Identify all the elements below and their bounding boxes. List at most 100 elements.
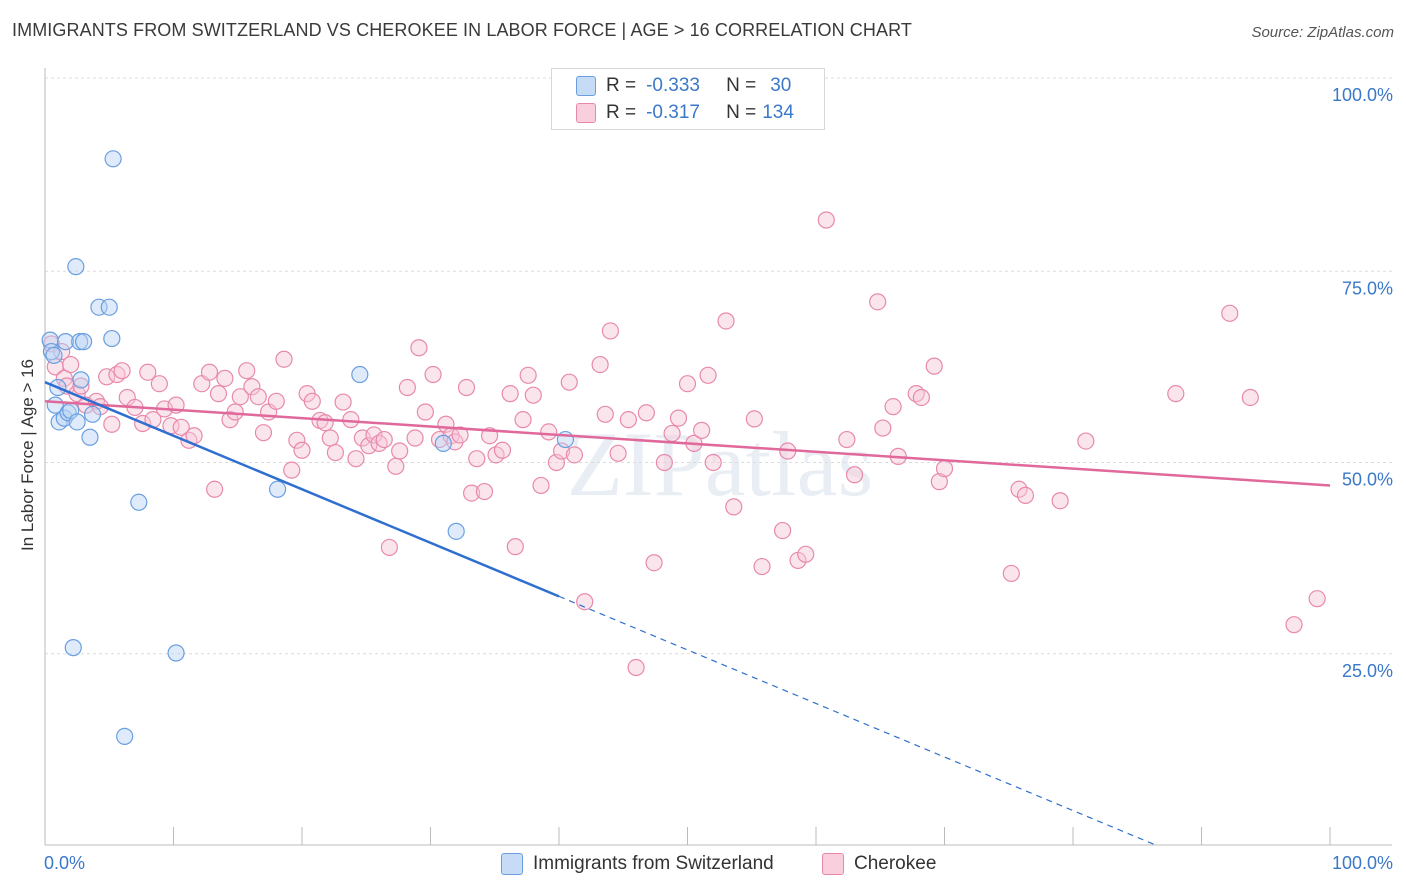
- data-point: [81, 428, 99, 446]
- bottom-legend-label-switzerland: Immigrants from Switzerland: [533, 853, 774, 874]
- data-point: [745, 410, 763, 428]
- data-point: [655, 453, 673, 472]
- data-point: [150, 375, 168, 393]
- data-point: [1010, 480, 1028, 498]
- data-point: [387, 457, 405, 475]
- data-point: [1077, 432, 1095, 450]
- data-point: [532, 476, 550, 495]
- data-point: [113, 362, 131, 380]
- data-point: [130, 493, 148, 511]
- data-point: [519, 366, 537, 384]
- data-point: [268, 480, 287, 498]
- data-point: [1308, 590, 1326, 608]
- x-tick-label: 100.0%: [1332, 853, 1393, 873]
- data-point: [434, 434, 452, 452]
- data-point: [206, 480, 224, 498]
- data-point: [1016, 486, 1035, 504]
- data-point: [596, 405, 614, 423]
- data-point: [360, 437, 378, 455]
- data-point: [1285, 616, 1303, 634]
- data-point: [288, 431, 306, 449]
- data-point: [1221, 304, 1239, 322]
- data-point: [64, 639, 82, 657]
- data-point: [68, 413, 86, 431]
- data-point: [275, 350, 293, 368]
- legend-r-label: R =: [606, 102, 637, 123]
- tick-labels: 100.0% 75.0% 50.0% 25.0% 0.0% 100.0%: [44, 85, 1393, 873]
- data-point: [725, 498, 743, 516]
- data-point: [669, 409, 688, 427]
- data-point: [424, 365, 442, 384]
- data-point: [98, 368, 116, 386]
- x-tick-label: 0.0%: [44, 853, 85, 873]
- data-point: [45, 346, 63, 364]
- data-point: [167, 644, 185, 662]
- data-point: [540, 423, 558, 441]
- data-point: [773, 521, 792, 540]
- data-point: [869, 293, 887, 311]
- data-point: [475, 482, 494, 501]
- data-point: [398, 378, 416, 397]
- legend-row-switzerland: R = -0.333 N = 30: [576, 74, 791, 98]
- y-tick-label: 75.0%: [1342, 278, 1393, 298]
- data-point: [283, 461, 301, 479]
- data-point: [501, 385, 519, 403]
- data-point: [619, 411, 637, 429]
- data-point: [678, 375, 697, 393]
- data-point: [365, 426, 383, 444]
- data-point: [817, 211, 835, 229]
- data-point: [457, 378, 476, 397]
- y-tick-label: 50.0%: [1342, 470, 1393, 490]
- data-point: [226, 403, 244, 421]
- data-point: [591, 355, 609, 374]
- bottom-legend-swatch-switzerland: [501, 853, 523, 875]
- data-point: [753, 557, 771, 576]
- data-point: [100, 298, 118, 316]
- y-axis-label: In Labor Force | Age > 16: [18, 358, 37, 552]
- data-point: [139, 363, 157, 381]
- data-point: [249, 388, 267, 406]
- data-point: [334, 393, 352, 411]
- y-tick-label: 100.0%: [1332, 85, 1393, 105]
- legend-n-value: 134: [762, 102, 794, 123]
- data-point: [216, 369, 234, 387]
- data-point: [351, 365, 369, 384]
- data-point: [267, 392, 285, 410]
- data-point: [238, 362, 256, 380]
- data-point: [935, 460, 954, 478]
- data-point: [380, 538, 398, 557]
- data-point: [316, 414, 334, 432]
- data-point: [838, 430, 856, 449]
- data-point: [912, 388, 930, 407]
- data-point: [1002, 564, 1020, 583]
- data-point: [693, 421, 711, 439]
- legend-swatch-switzerland: [576, 76, 596, 96]
- data-point: [209, 385, 228, 403]
- data-point: [930, 473, 948, 491]
- watermark: ZIPatlas: [567, 413, 874, 515]
- legend-n-label: N =: [726, 75, 757, 96]
- data-point: [72, 371, 90, 389]
- trend-line-cherokee: [44, 400, 1331, 487]
- data-point: [601, 322, 620, 340]
- data-point: [321, 429, 339, 447]
- data-point: [627, 658, 645, 677]
- data-point: [884, 398, 902, 416]
- data-point: [74, 333, 93, 351]
- data-point: [468, 450, 486, 468]
- data-point: [524, 386, 542, 404]
- legend-n-label: N =: [726, 102, 757, 123]
- data-point: [451, 426, 469, 444]
- bottom-legend-label-cherokee: Cherokee: [854, 853, 937, 874]
- stats-legend: R = -0.333 N = 30 R = -0.317 N = 134: [551, 68, 825, 130]
- data-point: [493, 441, 512, 459]
- data-point: [925, 357, 943, 375]
- data-point: [103, 415, 121, 433]
- data-point: [463, 484, 481, 502]
- legend-r-value: -0.317: [646, 102, 700, 123]
- data-point: [326, 443, 345, 462]
- data-point: [200, 363, 219, 381]
- data-point: [704, 453, 722, 472]
- data-point: [375, 430, 393, 449]
- source-label: Source: ZipAtlas.com: [1251, 24, 1394, 41]
